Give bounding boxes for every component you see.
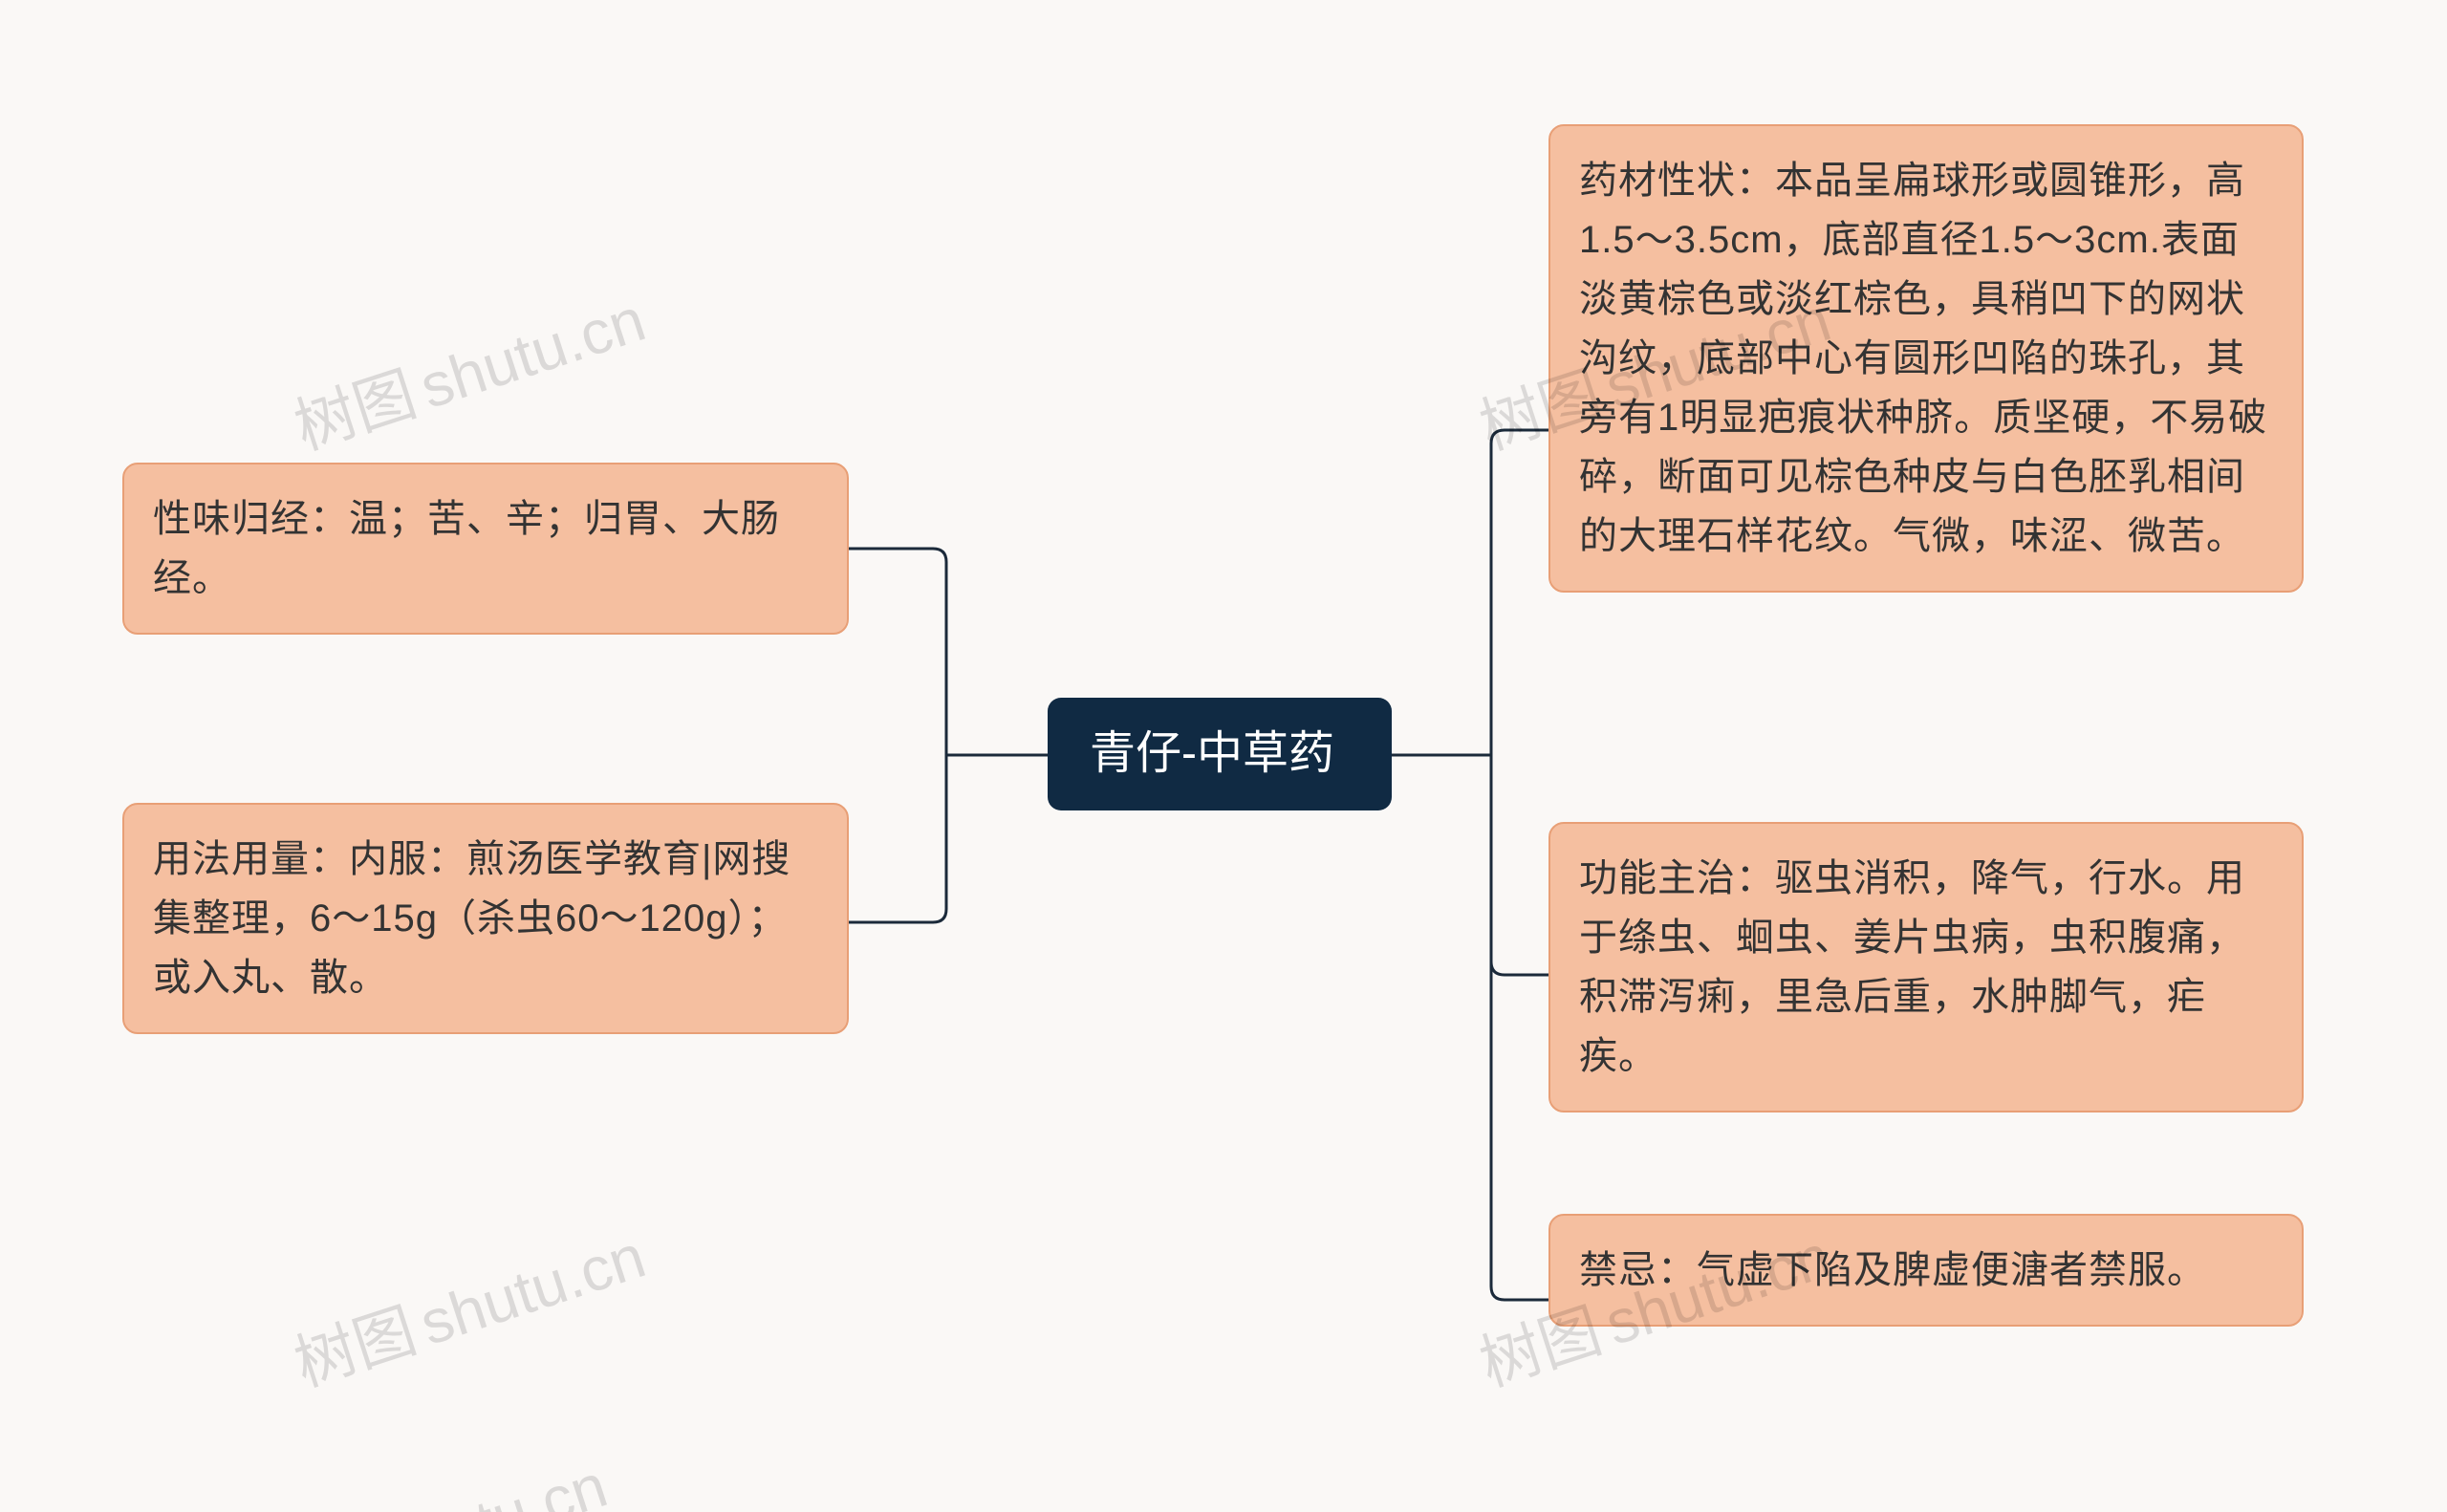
watermark: 树图shutu.cn xyxy=(282,1208,655,1404)
watermark: 树图shutu.cn xyxy=(244,1437,617,1512)
watermark: 树图shutu.cn xyxy=(282,271,655,467)
branch-node-l1: 性味归经：温；苦、辛；归胃、大肠经。 xyxy=(122,463,849,635)
branch-node-r3: 禁忌：气虚下陷及脾虚便溏者禁服。 xyxy=(1548,1214,2304,1327)
branch-node-r2: 功能主治：驱虫消积，降气，行水。用于绦虫、蛔虫、姜片虫病，虫积腹痛，积滞泻痢，里… xyxy=(1548,822,2304,1112)
branch-node-l2: 用法用量：内服：煎汤医学教育|网搜集整理，6～15g（杀虫60～120g）；或入… xyxy=(122,803,849,1034)
mindmap-canvas: 青仔-中草药 性味归经：温；苦、辛；归胃、大肠经。用法用量：内服：煎汤医学教育|… xyxy=(0,0,2447,1512)
branch-node-r1: 药材性状：本品呈扁球形或圆锥形，高1.5～3.5cm，底部直径1.5～3cm.表… xyxy=(1548,124,2304,593)
center-node: 青仔-中草药 xyxy=(1048,698,1392,810)
